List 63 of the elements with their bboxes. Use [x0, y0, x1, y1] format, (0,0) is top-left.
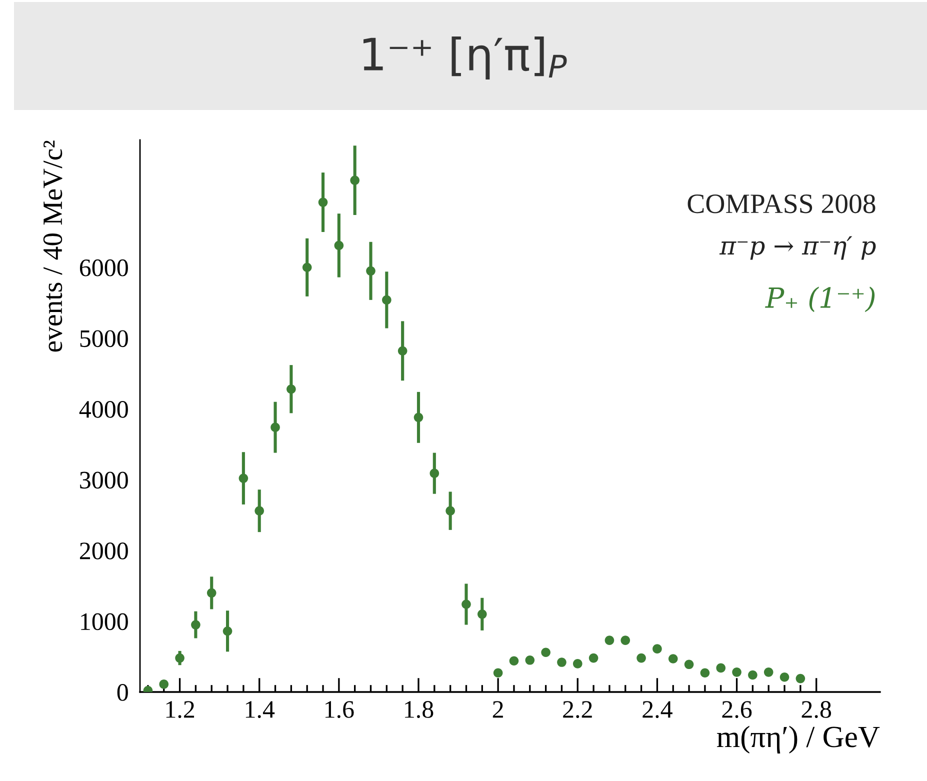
point [446, 506, 455, 516]
point [541, 648, 550, 658]
point [604, 636, 614, 645]
point [286, 384, 296, 394]
point [764, 668, 774, 677]
point [318, 198, 328, 207]
x-tick-label: 2 [492, 701, 503, 718]
x-tick-label: 2.6 [722, 701, 752, 718]
point [780, 672, 790, 682]
x-axis-title: m(πη′) / GeV [716, 726, 880, 754]
y-tick-label: 2000 [80, 542, 128, 560]
point [748, 670, 758, 680]
y-tick-label: 1000 [81, 613, 128, 630]
point [334, 240, 344, 250]
annotation: COMPASS 2008 [688, 194, 876, 214]
y-tick-label: 0 [117, 684, 128, 701]
y-tick-label: 4000 [79, 400, 128, 418]
y-tick-label: 3000 [80, 472, 128, 489]
point [222, 626, 232, 636]
point [238, 474, 248, 483]
point [668, 654, 678, 664]
point [652, 644, 662, 654]
point [700, 668, 710, 678]
x-tick-label: 2.2 [563, 701, 592, 718]
point [493, 668, 503, 678]
x-tick-label: 2.4 [642, 701, 672, 718]
point [414, 412, 424, 422]
point [509, 656, 519, 666]
point [557, 658, 566, 667]
point [159, 680, 169, 689]
point [588, 653, 598, 663]
point [462, 600, 471, 609]
x-tick-label: 1.4 [246, 701, 275, 718]
y-tick-label: 6000 [80, 259, 128, 276]
point [572, 659, 582, 668]
point [366, 266, 376, 276]
point [716, 663, 726, 673]
point [254, 506, 264, 516]
x-tick-label: 1.8 [405, 701, 434, 718]
y-axis-title: events / 40 MeV/c² [43, 140, 62, 352]
point [398, 346, 408, 356]
point [525, 655, 535, 665]
point [620, 636, 630, 645]
point [270, 422, 280, 432]
point [732, 668, 742, 677]
point [302, 262, 312, 272]
point [382, 295, 392, 305]
point [684, 660, 694, 670]
x-tick-label: 2.8 [802, 701, 832, 718]
point [191, 620, 200, 630]
x-tick-label: 1.2 [166, 701, 194, 718]
chart-title: 1⁻⁺ [η′π]$_{P}$ [363, 36, 567, 80]
point [796, 674, 806, 684]
annotation: π⁻p → π⁻η′ p [719, 236, 876, 260]
y-tick-label: 5000 [80, 330, 128, 348]
point [175, 653, 184, 663]
x-tick-label: 1.6 [326, 701, 354, 718]
point [477, 609, 487, 619]
point [206, 588, 216, 598]
text: P₊ (1⁻⁺) [765, 286, 875, 312]
point [636, 653, 646, 663]
point [430, 468, 440, 478]
point [350, 176, 360, 185]
